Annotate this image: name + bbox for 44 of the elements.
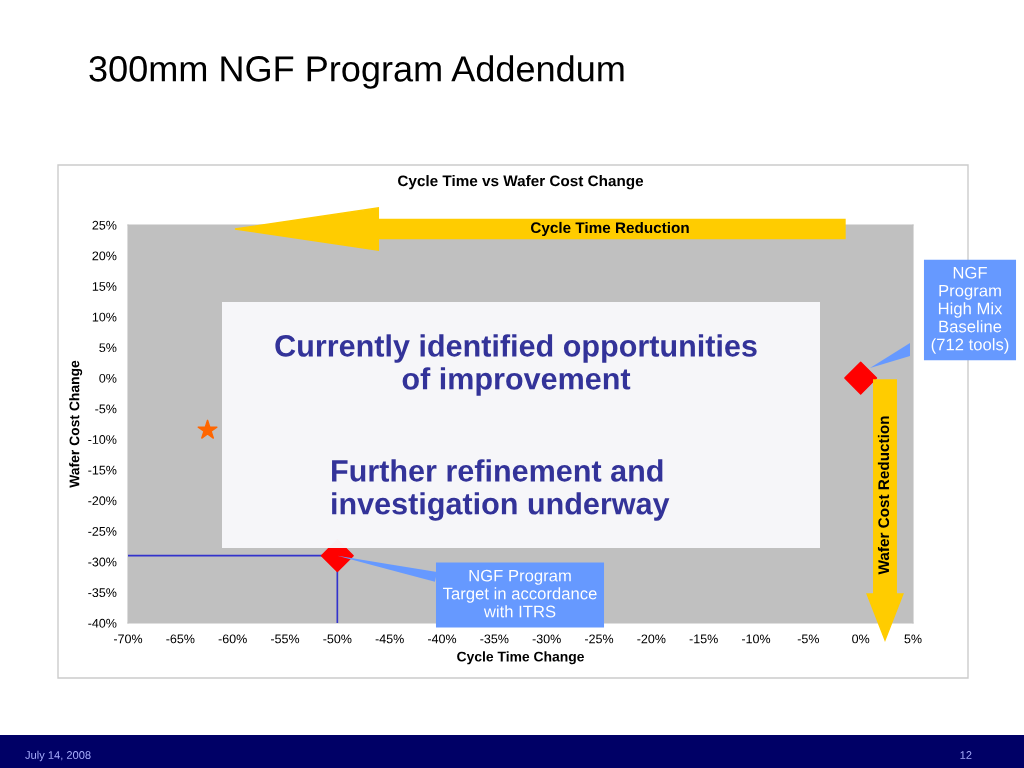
y-tick-label: 15% <box>92 282 117 291</box>
x-tick-label: 5% <box>904 634 922 644</box>
x-tick-label: -30% <box>532 634 561 644</box>
y-tick-label: 0% <box>99 373 117 383</box>
annotation: Wafer Cost Reduction <box>877 416 890 575</box>
x-tick-label: -10% <box>741 634 771 644</box>
x-tick-label: -65% <box>166 634 195 644</box>
annotation: Currently identified opportunities of improvement <box>275 334 757 396</box>
x-tick-label: 0% <box>852 634 870 644</box>
y-axis-title: Wafer Cost Change <box>69 360 83 488</box>
annotation: NGF Program Target in accordance with ITRS <box>443 569 597 618</box>
x-tick-label: -70% <box>113 634 143 644</box>
x-tick-label: -40% <box>427 634 457 644</box>
x-tick-label: -5% <box>797 634 819 644</box>
x-tick-label: -45% <box>375 634 404 644</box>
x-tick-label: -50% <box>323 634 352 644</box>
y-tick-label: 25% <box>92 220 117 230</box>
x-tick-label: -20% <box>637 634 666 644</box>
chart-title: Cycle Time vs Wafer Cost Change <box>398 175 644 190</box>
y-tick-label: -30% <box>88 557 117 567</box>
y-tick-label: 5% <box>99 343 117 353</box>
y-tick-label: -35% <box>88 588 117 598</box>
y-tick-label: 20% <box>92 251 117 261</box>
x-tick-label: -35% <box>480 634 509 644</box>
y-tick-label: -5% <box>95 404 117 414</box>
y-tick-label: -10% <box>88 435 117 444</box>
point <box>197 419 218 439</box>
x-tick-label: -15% <box>689 634 718 644</box>
x-tick-label: -25% <box>584 634 614 644</box>
text: NGF Program High Mix Baseline (712 tools) <box>931 266 1009 354</box>
y-tick-label: -25% <box>88 526 117 536</box>
x-tick-label: -55% <box>270 634 300 644</box>
y-tick-label: -40% <box>88 618 117 628</box>
text: July 14, 2008 <box>25 750 91 762</box>
annotation: Cycle Time Reduction <box>530 221 689 237</box>
x-axis-title: Cycle Time Change <box>457 651 584 665</box>
point <box>844 361 878 395</box>
annotation: Further refinement and investigation underway <box>332 459 670 521</box>
text: 12 <box>960 751 972 759</box>
y-tick-label: 10% <box>92 312 117 322</box>
y-tick-label: -15% <box>88 465 117 475</box>
x-tick-label: -60% <box>218 634 247 644</box>
y-tick-label: -20% <box>88 496 117 506</box>
text: 300mm NGF Program Addendum <box>89 55 624 89</box>
